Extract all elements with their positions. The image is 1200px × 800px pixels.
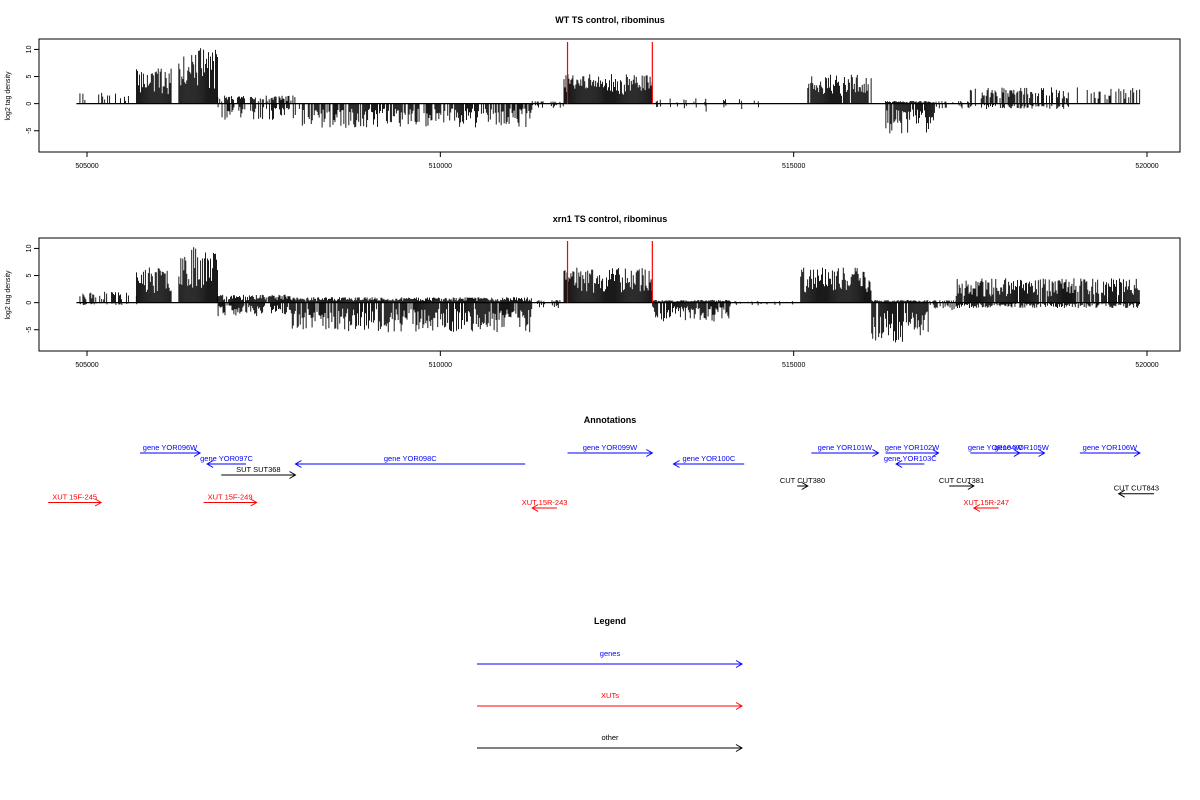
annotation-feature: SUT SUT368: [221, 465, 297, 479]
plot-frame: [38, 38, 1181, 153]
panel-xrn1-ts-control: xrn1 TS control, ribominus log2 tag dens…: [5, 214, 1181, 369]
y-axis-label: log2 tag density: [5, 270, 12, 320]
feature-label: gene YOR101W: [818, 443, 873, 452]
arrow-head: [895, 460, 903, 468]
x-tick-label: 505000: [75, 362, 98, 369]
arrow-head: [250, 498, 258, 507]
arrow-head: [932, 449, 940, 457]
panel-title: WT TS control, ribominus: [555, 15, 665, 25]
feature-label: gene YOR106W: [1083, 443, 1138, 452]
annotation-feature: gene YOR105W: [994, 443, 1050, 457]
x-tick-label: 510000: [429, 362, 452, 369]
y-tick-label: -5: [26, 327, 33, 333]
arrow-head: [294, 460, 302, 468]
feature-label: gene YOR100C: [682, 454, 735, 463]
plot-frame: [38, 237, 1181, 352]
legend-label: genes: [600, 649, 621, 658]
panel-wt-ts-control: WT TS control, ribominus log2 tag densit…: [5, 15, 1181, 170]
feature-label: gene YOR105W: [994, 443, 1049, 452]
annotation-feature: XUT 15F-245: [48, 493, 103, 507]
y-tick-label: 5: [26, 273, 33, 277]
x-tick-label: 505000: [75, 163, 98, 170]
legend-items: genes XUTs other: [477, 649, 743, 752]
arrow-head: [94, 498, 103, 507]
annotation-feature: XUT 15R-247: [963, 498, 1009, 512]
legend-label: other: [601, 733, 619, 742]
feature-label: gene YOR104W: [968, 443, 1023, 452]
feature-label: XUT 15R-247: [963, 498, 1009, 507]
y-tick-label: 0: [26, 102, 33, 106]
annotation-feature: CUT CUT843: [1114, 484, 1159, 498]
plot-area: -5 0 5 10 505000 510000 515000 520000: [26, 42, 1159, 170]
arrow-head: [646, 449, 654, 457]
legend-label: XUTs: [601, 691, 619, 700]
y-tick-label: 10: [26, 45, 33, 53]
arrow-head: [531, 504, 539, 512]
x-tick-label: 515000: [782, 362, 805, 369]
arrow-head: [972, 504, 981, 512]
legend: Legend genes XUTs other: [477, 616, 743, 752]
arrow-head: [735, 744, 743, 752]
y-tick-label: 5: [26, 74, 33, 78]
annotation-feature: gene YOR096W: [140, 443, 202, 457]
legend-title: Legend: [594, 616, 626, 626]
x-tick-label: 510000: [429, 163, 452, 170]
legend-entry: other: [477, 733, 743, 752]
feature-label: CUT CUT843: [1114, 484, 1159, 493]
feature-label: XUT 15F-249: [208, 493, 253, 502]
y-axis-label: log2 tag density: [5, 71, 12, 121]
feature-label: XUT 15F-245: [52, 493, 97, 502]
arrow-head: [289, 471, 297, 479]
arrow-head: [1133, 449, 1141, 457]
annotation-feature: CUT CUT381: [939, 476, 984, 490]
annotation-feature: gene YOR102W: [885, 443, 940, 457]
feature-label: gene YOR102W: [885, 443, 940, 452]
annotation-feature: CUT CUT380: [780, 476, 825, 490]
feature-label: CUT CUT381: [939, 476, 984, 485]
plot-area: -5 0 5 10 505000 510000 515000 520000: [26, 241, 1159, 369]
legend-entry: genes: [477, 649, 743, 668]
arrow-head: [872, 449, 880, 457]
y-tick-label: -5: [26, 128, 33, 134]
annotation-feature: gene YOR098C: [294, 454, 526, 468]
arrow-head: [735, 660, 743, 668]
feature-label: CUT CUT380: [780, 476, 825, 485]
arrow-head: [193, 449, 202, 457]
feature-label: gene YOR098C: [384, 454, 437, 463]
annotation-feature: gene YOR103C: [884, 454, 937, 468]
feature-label: gene YOR099W: [583, 443, 638, 452]
arrow-head: [801, 482, 809, 490]
arrow-head: [206, 460, 214, 468]
arrow-head: [1038, 449, 1046, 457]
annotation-feature: gene YOR100C: [672, 454, 745, 468]
annotation-feature: gene YOR097C: [200, 454, 254, 468]
annotations-title: Annotations: [584, 415, 637, 425]
feature-label: SUT SUT368: [236, 465, 280, 474]
legend-entry: XUTs: [477, 691, 743, 710]
annotation-feature: XUT 15F-249: [203, 493, 258, 507]
annotation-feature: gene YOR101W: [811, 443, 880, 457]
x-tick-label: 515000: [782, 163, 805, 170]
annotation-feature: XUT 15R-243: [522, 498, 568, 512]
panel-title: xrn1 TS control, ribominus: [553, 214, 668, 224]
arrow-head: [735, 702, 743, 710]
arrow-head: [1117, 489, 1125, 498]
y-tick-label: 0: [26, 301, 33, 305]
arrow-head: [967, 482, 975, 490]
annotation-feature: gene YOR106W: [1079, 443, 1141, 457]
annotation-feature: gene YOR099W: [567, 443, 654, 457]
arrow-head: [672, 460, 680, 468]
y-tick-label: 10: [26, 244, 33, 252]
feature-label: gene YOR097C: [200, 454, 253, 463]
feature-label: XUT 15R-243: [522, 498, 568, 507]
feature-label: gene YOR103C: [884, 454, 937, 463]
feature-label: gene YOR096W: [143, 443, 198, 452]
x-tick-label: 520000: [1135, 163, 1158, 170]
x-tick-label: 520000: [1135, 362, 1158, 369]
